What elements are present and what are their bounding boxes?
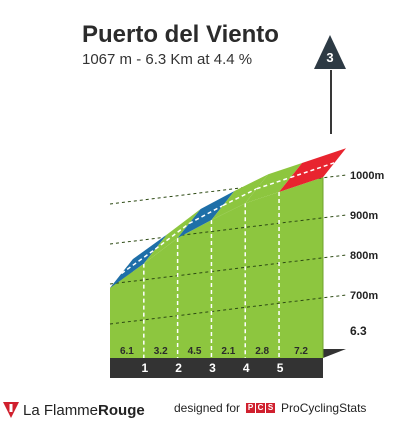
road-centerline — [290, 161, 335, 179]
gradient-value: 7.2 — [294, 346, 308, 357]
category-badge: 3 — [312, 33, 348, 134]
gradient-segment — [177, 191, 235, 238]
km-marker-label: 1 — [141, 361, 148, 375]
la-flamme-rouge-logo: La FlammeRouge — [3, 399, 145, 421]
altitude-tick-label: 1000m — [350, 170, 384, 182]
category-triangle — [314, 35, 346, 69]
profile-front-face — [110, 177, 323, 358]
km-marker-label: 2 — [175, 361, 182, 375]
altitude-gridline — [109, 254, 347, 285]
climb-subtitle: 1067 m - 6.3 Km at 4.4 % — [82, 51, 253, 68]
altitude-gridline — [109, 214, 347, 245]
road-centerline — [188, 204, 224, 225]
designed-for-credit: designed for P C S ProCyclingStats — [174, 401, 366, 415]
gradient-value: 4.5 — [188, 346, 202, 357]
brand-name: La FlammeRouge — [23, 401, 145, 419]
procyclingstats-name: ProCyclingStats — [281, 401, 367, 415]
climb-title: Puerto del Viento — [82, 21, 279, 48]
altitude-tick-label: 800m — [350, 250, 378, 262]
km-marker-label: 3 — [209, 361, 216, 375]
km-marker-label: 5 — [277, 361, 284, 375]
total-distance-label: 6.3 — [350, 324, 367, 338]
gradient-segment — [211, 174, 269, 220]
altitude-tick-label: 900m — [350, 210, 378, 222]
road-centerline — [256, 176, 291, 190]
altitude-gridline — [109, 294, 347, 325]
designed-for-label: designed for — [174, 401, 241, 415]
gradient-value: 6.1 — [120, 346, 134, 357]
pcs-logo-letter-p: P — [246, 403, 256, 413]
km-marker-label: 4 — [243, 361, 250, 375]
category-number: 3 — [326, 50, 333, 65]
road-centerline — [222, 188, 258, 207]
flame-triangle-icon — [3, 402, 19, 418]
gradient-value: 3.2 — [154, 346, 168, 357]
gradient-value: 2.8 — [255, 346, 269, 357]
gradient-value: 2.1 — [221, 346, 235, 357]
gradient-segment — [110, 234, 167, 288]
road-centerline — [154, 222, 190, 250]
pcs-logo-letter-c: C — [256, 403, 266, 413]
profile-base-band — [110, 358, 323, 378]
pcs-logo-letter-s: S — [266, 403, 276, 413]
altitude-tick-label: 700m — [350, 290, 378, 302]
